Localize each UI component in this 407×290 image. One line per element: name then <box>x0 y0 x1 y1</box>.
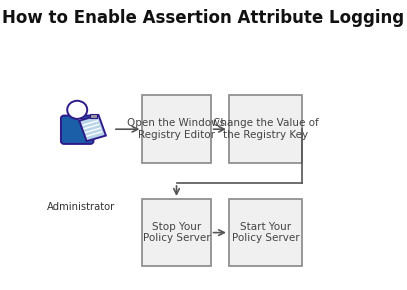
Polygon shape <box>77 118 85 124</box>
FancyBboxPatch shape <box>229 95 302 163</box>
Circle shape <box>67 101 87 119</box>
FancyBboxPatch shape <box>142 95 211 163</box>
FancyBboxPatch shape <box>90 114 97 118</box>
Text: Administrator: Administrator <box>47 202 115 213</box>
Text: Start Your
Policy Server: Start Your Policy Server <box>232 222 299 243</box>
Polygon shape <box>79 115 106 141</box>
Text: Open the Windows
Registry Editor: Open the Windows Registry Editor <box>127 118 225 140</box>
Text: Stop Your
Policy Server: Stop Your Policy Server <box>143 222 210 243</box>
Text: How to Enable Assertion Attribute Logging: How to Enable Assertion Attribute Loggin… <box>2 9 405 27</box>
FancyBboxPatch shape <box>142 199 211 266</box>
FancyBboxPatch shape <box>61 115 94 144</box>
FancyBboxPatch shape <box>229 199 302 266</box>
Text: Change the Value of
the Registry Key: Change the Value of the Registry Key <box>212 118 318 140</box>
